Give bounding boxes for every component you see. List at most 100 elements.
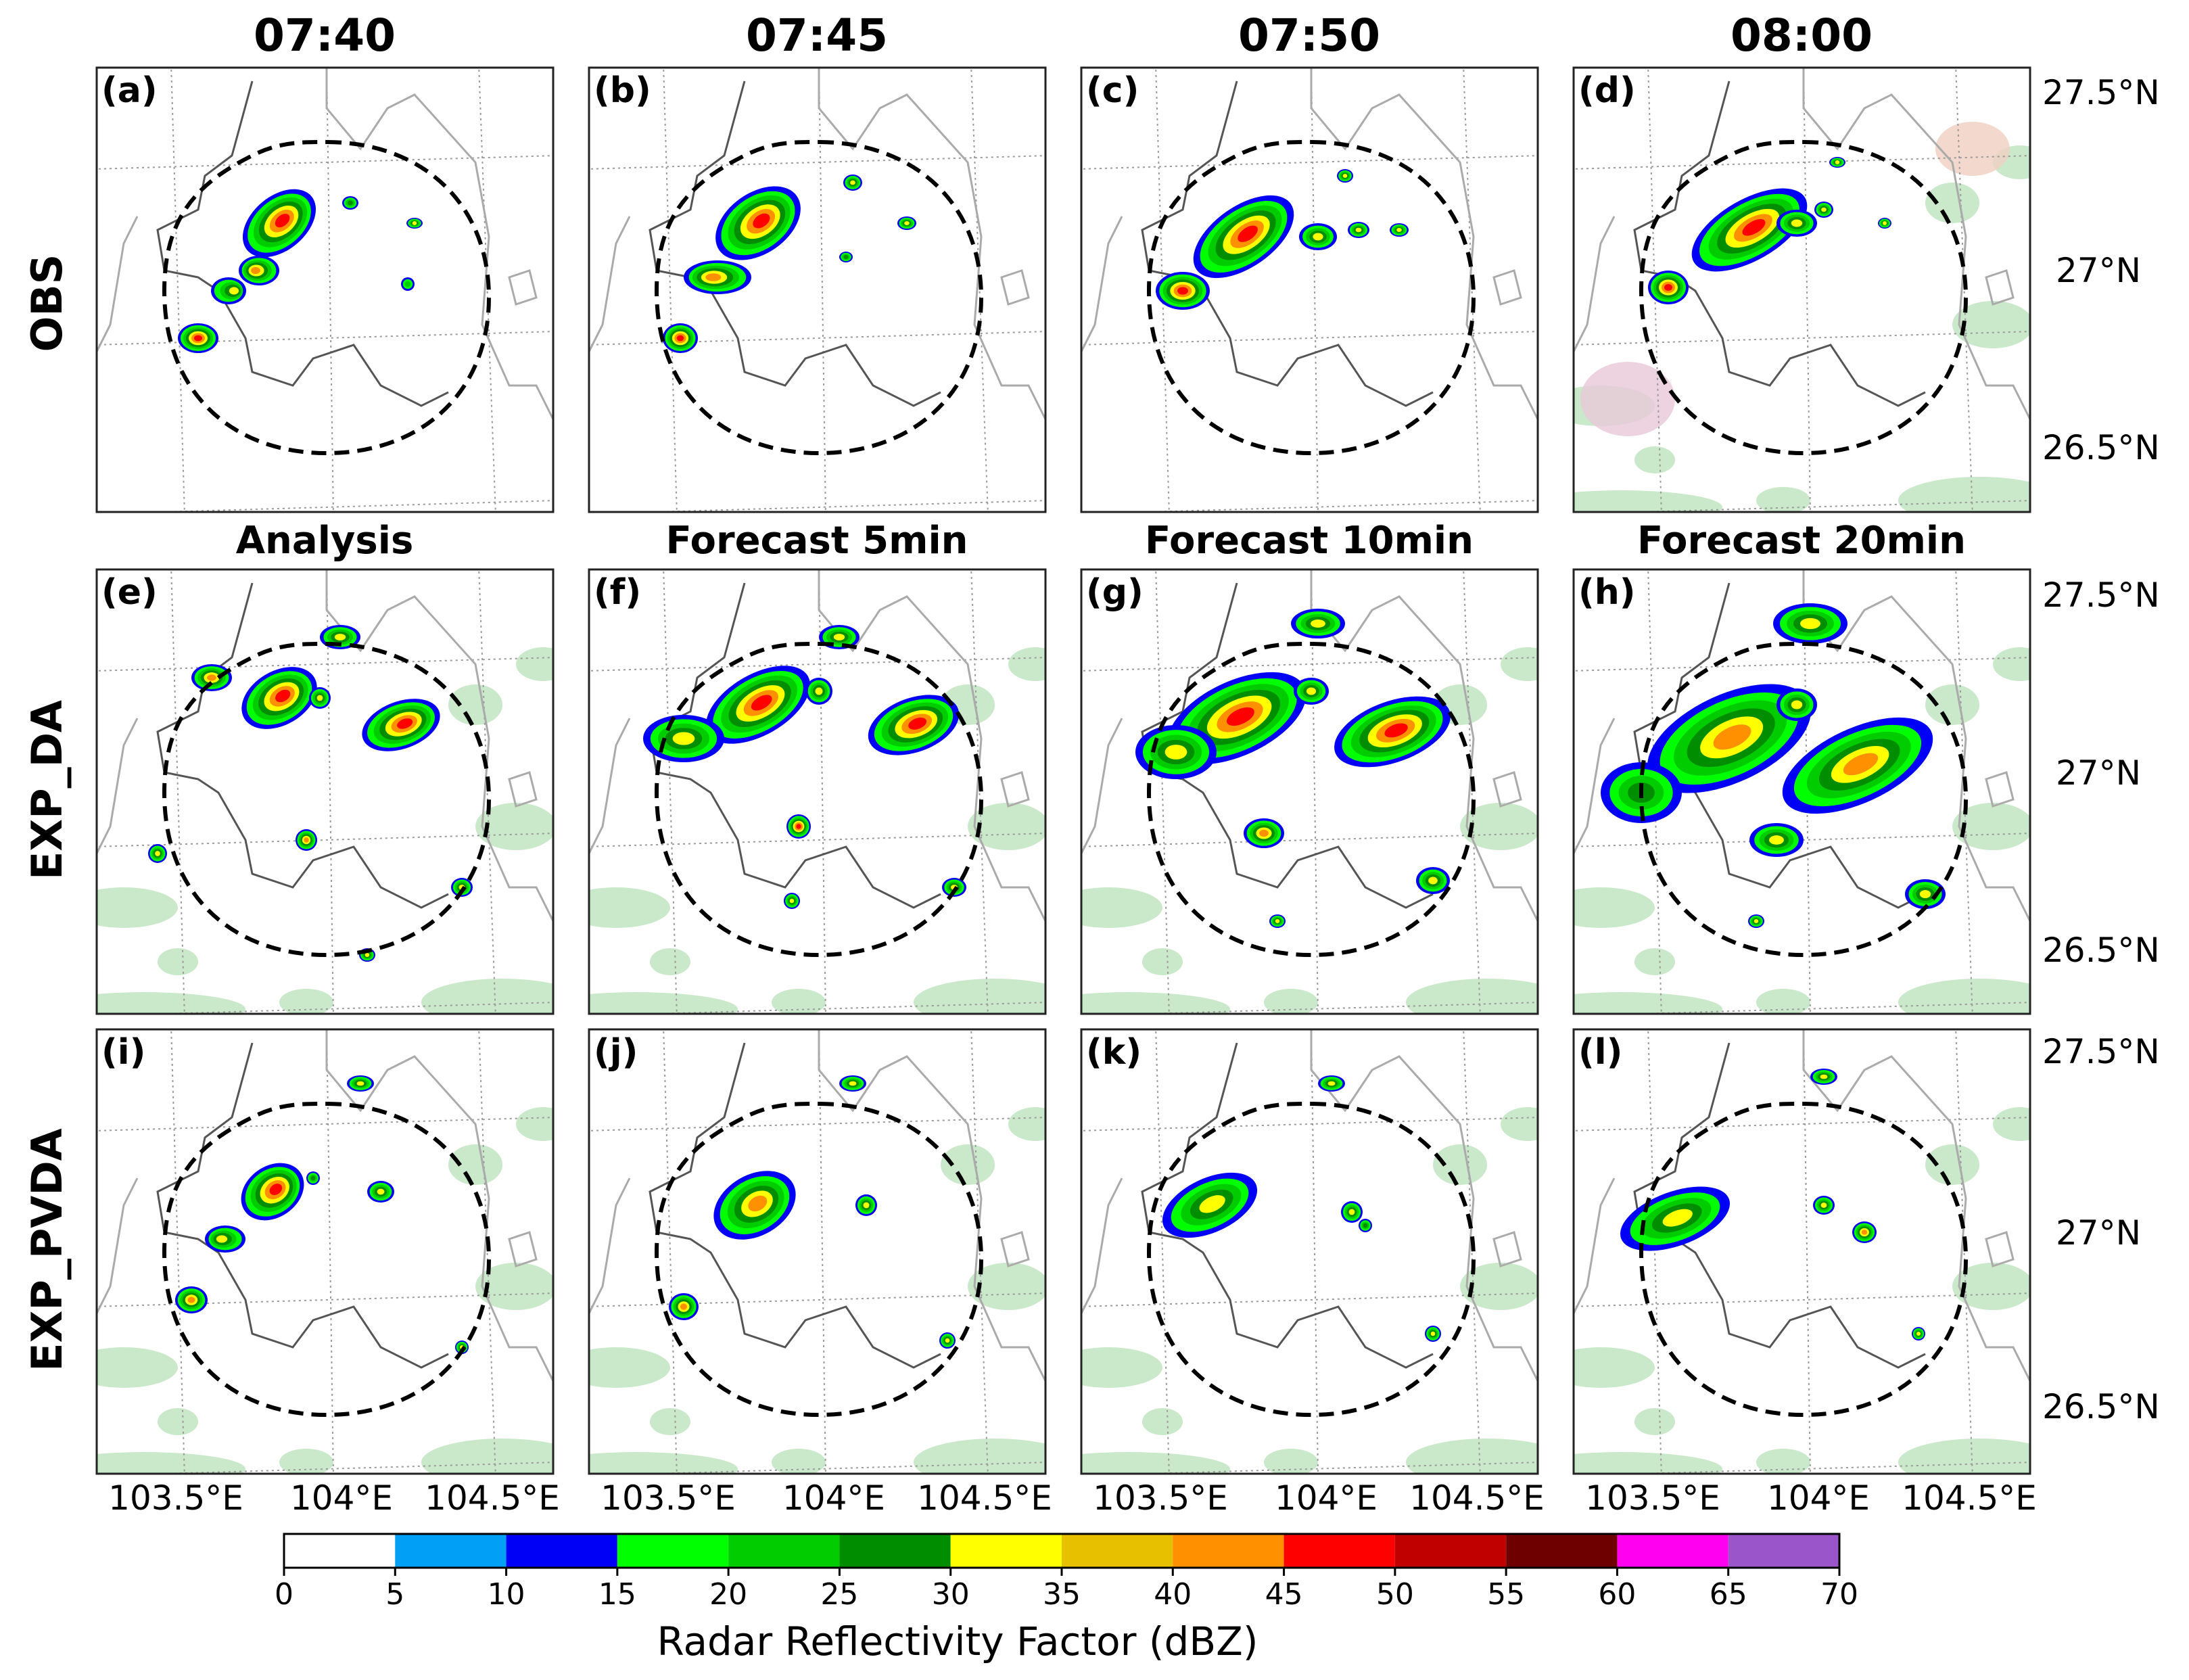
county-boundary: [1633, 80, 1926, 407]
latitude-gridline: [1574, 1117, 2030, 1131]
background-echo: [1580, 362, 1675, 436]
colorbar-tick-label: 40: [1154, 1577, 1192, 1612]
background-echo: [1264, 989, 1318, 1014]
reflectivity-contour: [796, 824, 801, 829]
colorbar-segment: [1284, 1534, 1395, 1568]
reflectivity-cell: [1294, 678, 1329, 705]
lon-label-104-5-col2: 104.5°E: [917, 1478, 1052, 1518]
reflectivity-contour: [1791, 219, 1803, 227]
reflectivity-cell: [839, 252, 853, 262]
reflectivity-contour: [1396, 228, 1402, 232]
colorbar-tick-label: 50: [1375, 1577, 1414, 1612]
reflectivity-contour: [833, 634, 845, 640]
reflectivity-contour: [748, 1195, 768, 1212]
row-label-exp-da: EXP_DA: [22, 699, 72, 881]
radar-range-circle: [654, 139, 984, 456]
background-echo: [421, 979, 553, 1014]
reflectivity-contour: [275, 689, 291, 703]
background-echo: [589, 1347, 670, 1388]
background-echo: [279, 989, 333, 1014]
lake-boundary: [508, 269, 538, 306]
prefecture-boundary: [97, 1177, 139, 1314]
latitude-gridline: [589, 155, 1045, 170]
province-boundary: [325, 1029, 553, 1382]
panel-frame: [1080, 1028, 1539, 1475]
background-echo: [1406, 1439, 1538, 1474]
background-echo: [1460, 1263, 1538, 1310]
province-boundary: [818, 68, 1045, 420]
radar-range-circle: [1146, 139, 1476, 456]
colorbar-tick-label: 10: [487, 1577, 525, 1612]
reflectivity-cell: [406, 218, 423, 229]
reflectivity-cell: [1162, 1172, 1258, 1238]
reflectivity-contour: [1861, 1230, 1868, 1235]
lake-boundary: [1985, 269, 2015, 306]
background-echo: [1925, 1144, 1979, 1185]
reflectivity-contour: [1919, 890, 1931, 898]
prefecture-boundary: [97, 718, 139, 854]
lat-label-27-5-row2: 27.5°N: [2042, 576, 2160, 615]
reflectivity-cell: [786, 814, 811, 839]
colorbar-segment: [1506, 1534, 1618, 1568]
latitude-gridline: [97, 833, 553, 847]
county-boundary: [649, 80, 941, 407]
county-boundary: [1633, 582, 1926, 909]
column-time-1: 07:40: [253, 9, 396, 62]
lat-label-27-row2: 27°N: [2056, 753, 2142, 793]
panel-frame: [1572, 568, 2031, 1015]
background-echo: [1081, 1452, 1230, 1474]
reflectivity-cell: [296, 829, 317, 851]
lon-label-104-col2: 104°E: [782, 1478, 886, 1518]
panel-r3-c2: [588, 1028, 1047, 1475]
reflectivity-contour: [187, 1297, 195, 1303]
background-echo: [1142, 1408, 1183, 1435]
reflectivity-cell: [1156, 272, 1210, 310]
background-echo: [1406, 979, 1538, 1014]
panel-frame: [95, 1028, 555, 1475]
colorbar-segment: [617, 1534, 729, 1568]
colorbar-segment: [284, 1534, 396, 1568]
reflectivity-cell: [342, 196, 358, 210]
reflectivity-contour: [1313, 233, 1323, 241]
background-echo: [1634, 948, 1675, 975]
reflectivity-contour: [377, 1188, 385, 1195]
reflectivity-contour: [1742, 218, 1766, 236]
reflectivity-contour: [412, 221, 417, 225]
colorbar-tick-label: 5: [385, 1577, 405, 1612]
reflectivity-contour: [1164, 745, 1187, 760]
colorbar-tick-label: 25: [820, 1577, 859, 1612]
reflectivity-cell: [1648, 271, 1689, 304]
prefecture-boundary: [589, 1177, 631, 1314]
background-echo: [1634, 446, 1675, 473]
background-echo: [1433, 1144, 1487, 1185]
reflectivity-cell: [1829, 157, 1845, 168]
background-echo: [1501, 1107, 1538, 1141]
background-echo: [1898, 477, 2030, 512]
reflectivity-contour: [676, 335, 684, 342]
background-echo: [448, 684, 502, 725]
background-echo: [1634, 1408, 1675, 1435]
lat-label-26-5-row2: 26.5°N: [2042, 931, 2160, 970]
background-echo: [97, 1347, 178, 1388]
background-echo: [1574, 887, 1655, 928]
reflectivity-contour: [1843, 753, 1879, 776]
lake-boundary: [1000, 771, 1030, 808]
colorbar-tick-label: 15: [598, 1577, 636, 1612]
reflectivity-contour: [364, 953, 370, 957]
reflectivity-contour: [1430, 1331, 1436, 1336]
panel-frame: [1572, 66, 2031, 513]
lon-label-104-col3: 104°E: [1274, 1478, 1378, 1518]
colorbar-segment: [839, 1534, 951, 1568]
reflectivity-contour: [1199, 1195, 1225, 1213]
background-echo: [589, 887, 670, 928]
reflectivity-cell: [241, 1163, 304, 1221]
reflectivity-contour: [753, 213, 770, 229]
prefecture-boundary: [97, 216, 139, 352]
reflectivity-cell: [1135, 725, 1217, 779]
province-boundary: [1802, 68, 2030, 420]
reflectivity-cell: [939, 1332, 956, 1349]
background-echo: [421, 1439, 553, 1474]
radar-range-circle: [162, 139, 492, 456]
latitude-gridline: [589, 833, 1045, 847]
prefecture-boundary: [1081, 216, 1123, 352]
